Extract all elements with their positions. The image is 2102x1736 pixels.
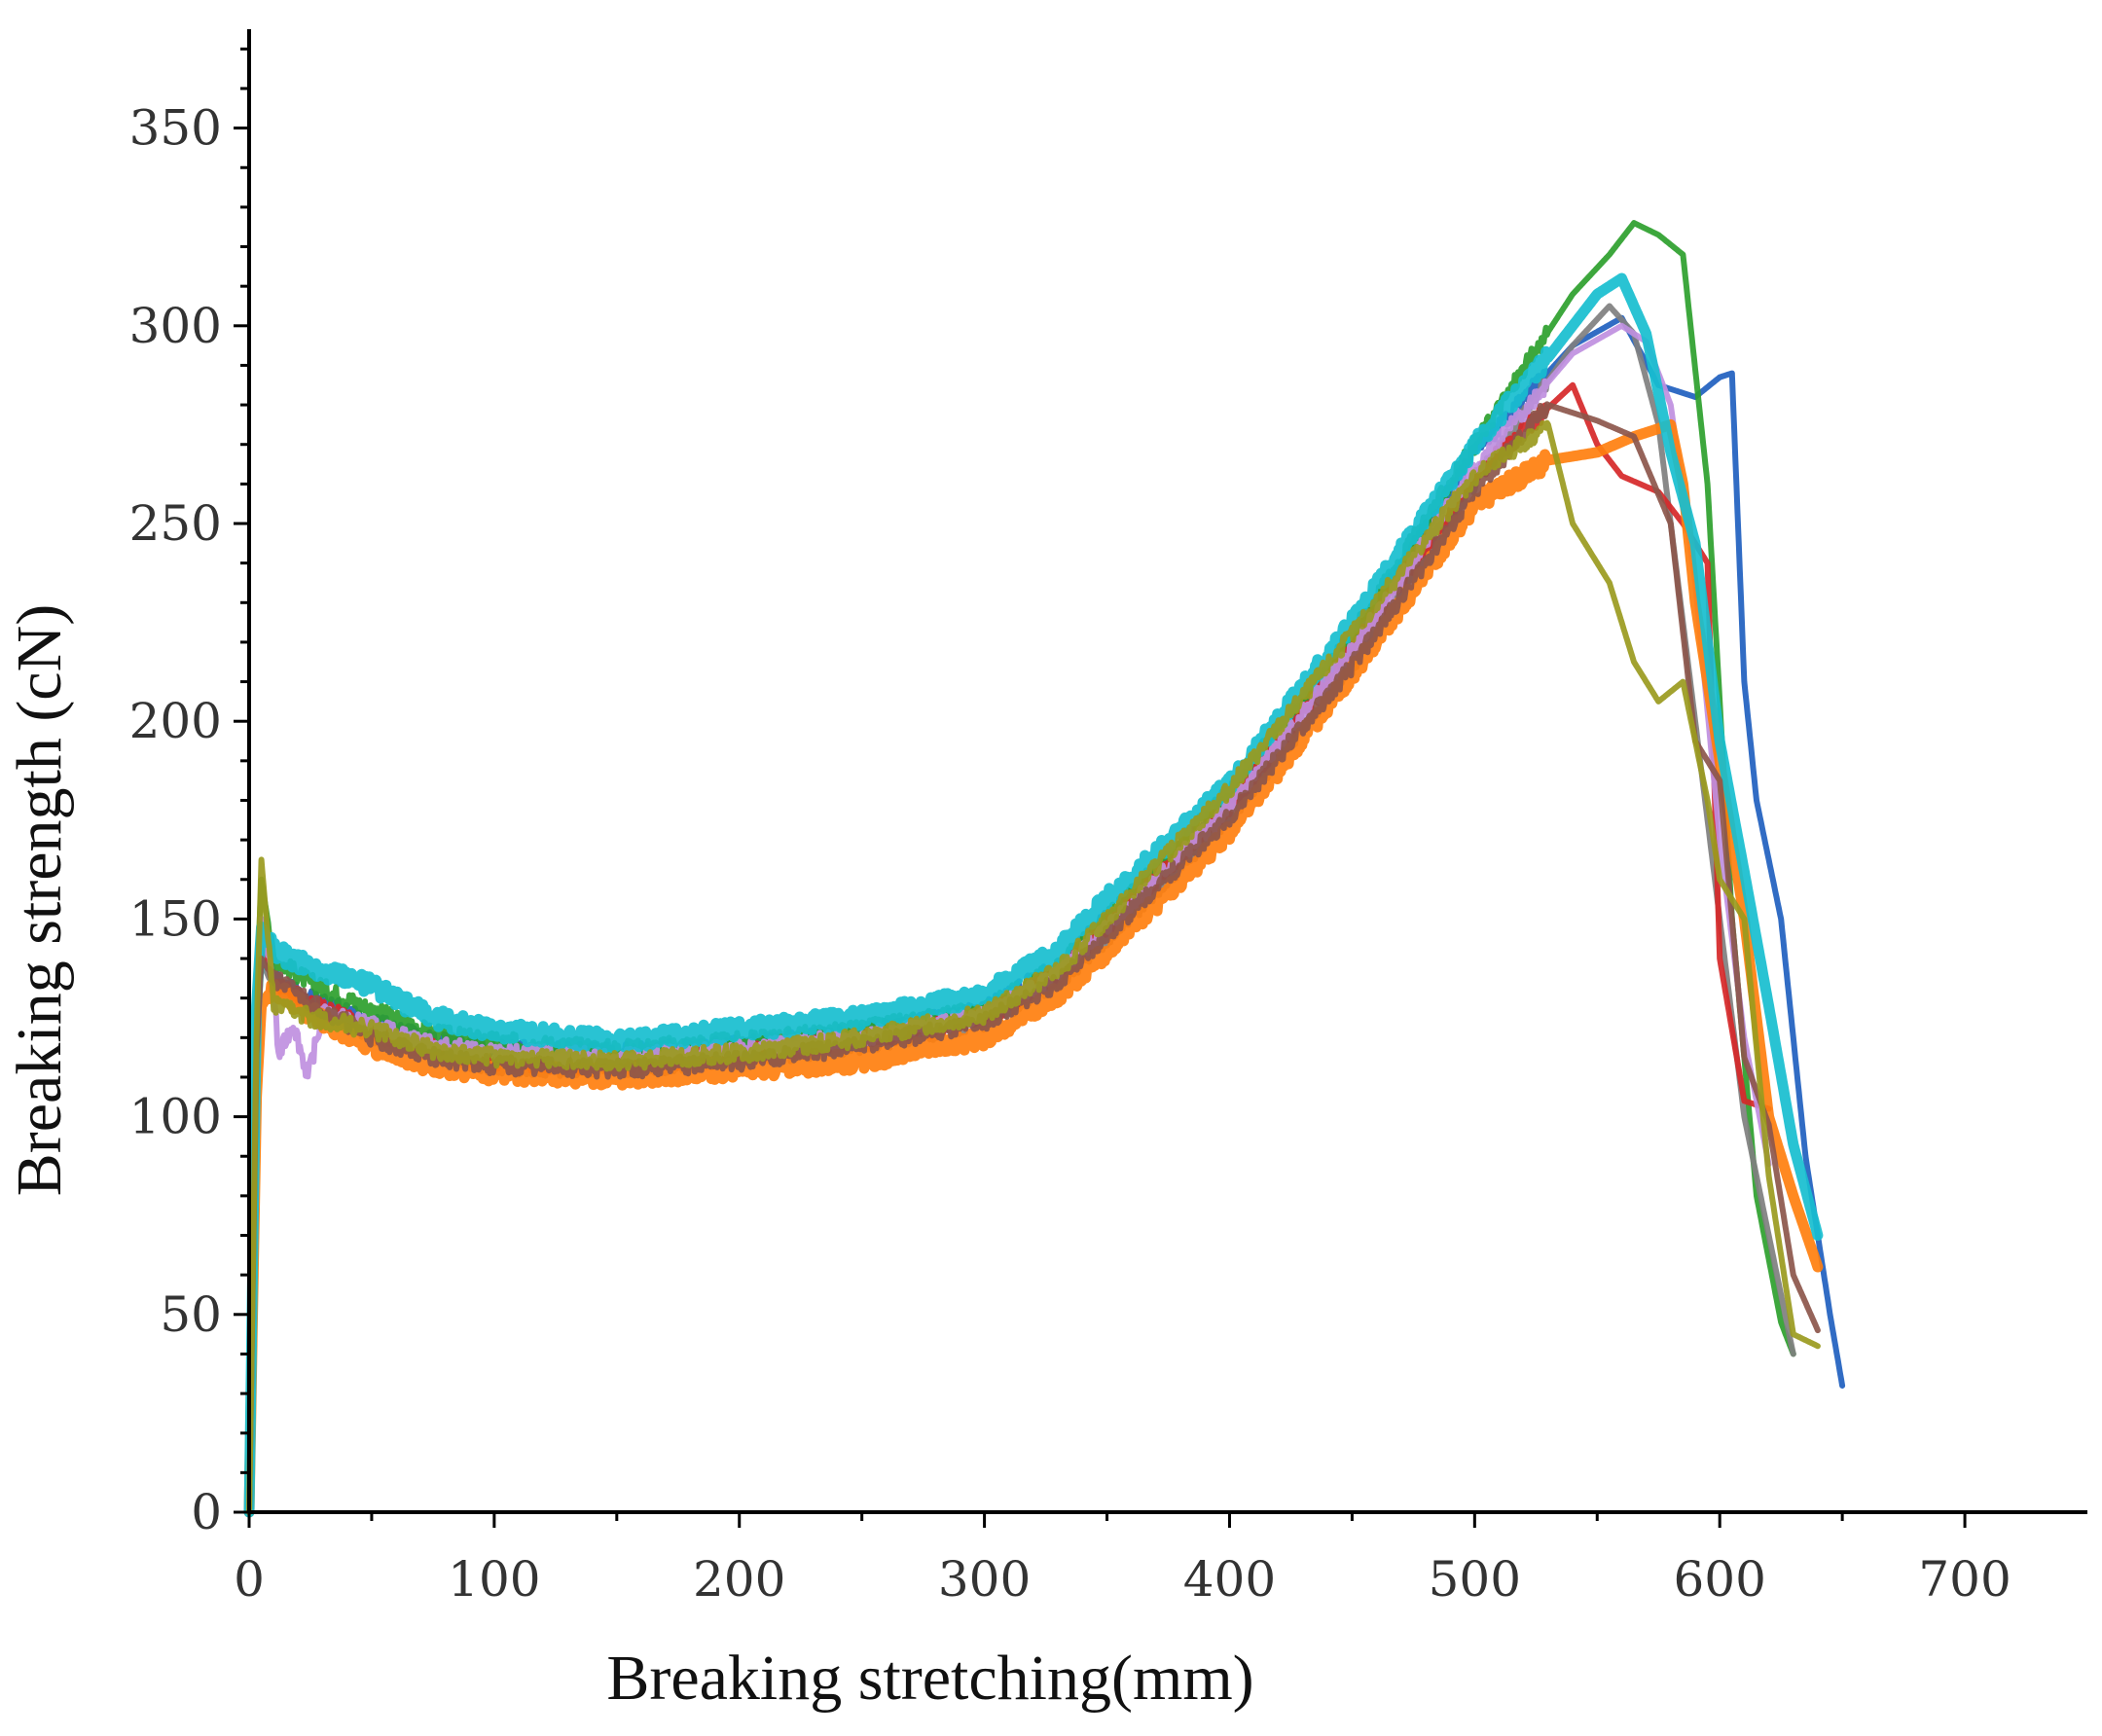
x-tick-label: 0 [234, 1551, 265, 1608]
series-line-sample-9 [246, 419, 1821, 1515]
tick-layer: 0 100 200 300 400 500 600 700 0 50 100 150 200 250 300… [129, 47, 2011, 1608]
series-line-sample-5 [246, 322, 1772, 1515]
y-tick-label: 200 [129, 693, 222, 749]
series-line-sample-4 [246, 381, 1772, 1515]
x-tick-label: 200 [693, 1551, 785, 1608]
y-tick-label: 150 [129, 890, 222, 947]
x-axis-title: Breaking stretching(mm) [606, 1643, 1253, 1714]
series-line-sample-1 [246, 314, 1846, 1515]
series-line-sample-2 [246, 220, 1796, 1515]
x-tick-label: 700 [1918, 1551, 2011, 1608]
x-tick-label: 400 [1183, 1551, 1276, 1608]
x-tick-label: 600 [1673, 1551, 1765, 1608]
series-layer [243, 220, 1846, 1518]
y-tick-label: 50 [160, 1286, 222, 1343]
y-axis-title: Breaking strength (cN) [4, 604, 75, 1196]
y-tick-label: 250 [129, 495, 222, 552]
y-tick-label: 0 [191, 1484, 222, 1540]
series-line-sample-7 [243, 272, 1824, 1518]
x-tick-label: 500 [1429, 1551, 1521, 1608]
y-tick-label: 100 [129, 1089, 222, 1145]
x-tick-label: 100 [448, 1551, 540, 1608]
y-tick-label: 300 [129, 298, 222, 354]
x-tick-label: 300 [938, 1551, 1031, 1608]
y-tick-label: 350 [129, 100, 222, 157]
